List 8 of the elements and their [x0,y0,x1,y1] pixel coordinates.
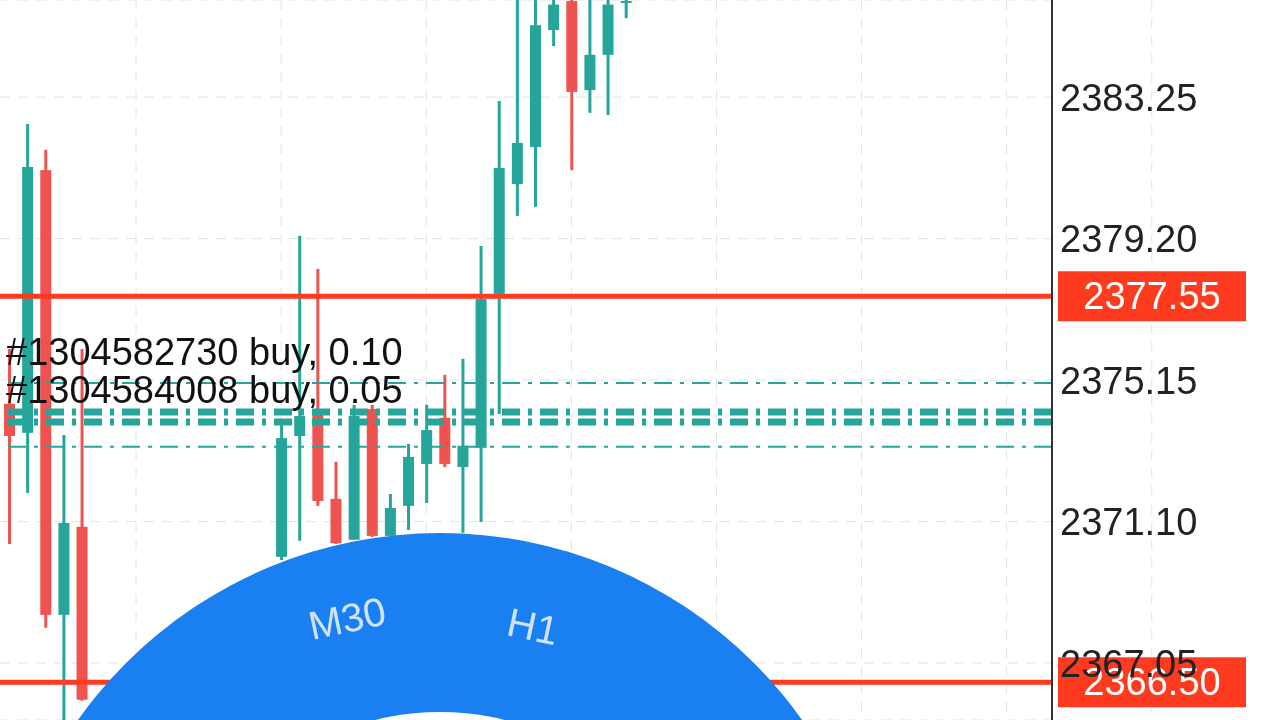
y-tick-label: 2383.25 [1060,76,1198,119]
ref-line-label: 2377.55 [1083,275,1221,318]
annotation: H1 [503,599,563,654]
candlestick [620,0,632,20]
y-tick-label: 2371.10 [1060,501,1198,544]
y-tick-label: 2375.15 [1060,359,1198,402]
y-tick-label: 2379.20 [1060,218,1198,261]
annotation: M30 [304,588,390,648]
